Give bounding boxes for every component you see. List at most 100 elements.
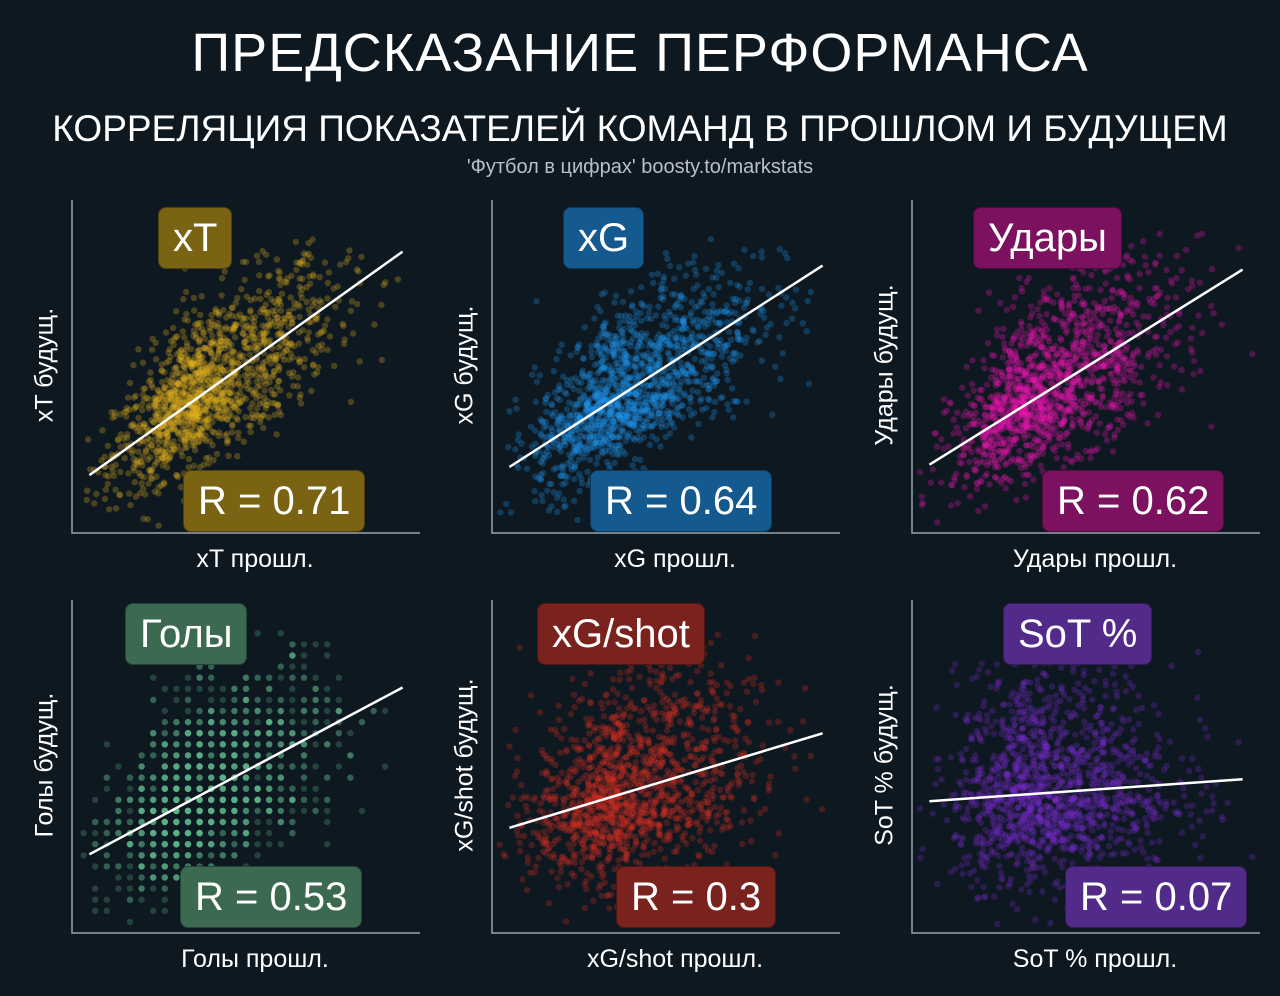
scatter-point <box>236 389 244 397</box>
scatter-point <box>641 395 649 402</box>
scatter-point <box>986 481 993 488</box>
scatter-point <box>161 796 168 803</box>
scatter-point <box>635 388 642 395</box>
scatter-point <box>591 392 598 399</box>
scatter-point <box>232 322 240 329</box>
scatter-point <box>980 401 988 408</box>
scatter-point <box>1141 253 1149 261</box>
scatter-point <box>620 368 627 375</box>
scatter-point <box>200 424 207 431</box>
scatter-point <box>196 807 203 815</box>
scatter-point <box>173 818 180 826</box>
scatter-point <box>215 405 222 412</box>
scatter-point <box>138 829 145 837</box>
scatter-point <box>638 406 646 414</box>
scatter-point <box>599 394 606 401</box>
scatter-point <box>274 296 282 303</box>
scatter-point <box>597 307 604 315</box>
scatter-point <box>1064 429 1071 436</box>
scatter-point <box>1078 403 1086 410</box>
scatter-point <box>1114 330 1121 338</box>
scatter-point <box>227 325 234 333</box>
scatter-point <box>681 390 688 397</box>
scatter-point <box>204 416 211 423</box>
scatter-point <box>617 338 625 346</box>
scatter-point <box>1113 387 1120 394</box>
scatter-point <box>1062 455 1069 462</box>
scatter-point <box>242 796 250 803</box>
scatter-point <box>1047 373 1054 380</box>
scatter-point <box>698 349 705 356</box>
scatter-point <box>675 386 682 393</box>
scatter-point <box>161 852 168 859</box>
scatter-point <box>231 785 238 792</box>
scatter-point <box>1070 345 1077 352</box>
scatter-point <box>1072 354 1079 362</box>
scatter-point <box>667 396 674 403</box>
scatter-point <box>670 364 677 371</box>
scatter-point <box>229 421 236 428</box>
scatter-point <box>632 390 639 397</box>
scatter-point <box>215 351 222 358</box>
scatter-point <box>242 741 250 748</box>
scatter-point <box>248 410 256 418</box>
scatter-point <box>1051 398 1059 406</box>
scatter-point <box>318 299 325 306</box>
scatter-point <box>130 455 138 463</box>
scatter-point <box>576 401 583 408</box>
scatter-point <box>610 402 617 410</box>
scatter-point <box>970 402 978 409</box>
scatter-point <box>1045 350 1052 358</box>
scatter-point <box>553 464 560 471</box>
scatter-point <box>1007 436 1014 443</box>
scatter-point <box>335 674 342 681</box>
scatter-point <box>998 371 1006 378</box>
scatter-point <box>571 463 579 470</box>
scatter-point <box>594 429 601 436</box>
scatter-point <box>593 433 600 440</box>
scatter-point <box>649 399 656 406</box>
scatter-point <box>605 423 613 430</box>
scatter-point <box>1080 301 1088 309</box>
scatter-point <box>990 428 998 435</box>
scatter-point <box>231 752 238 759</box>
scatter-point <box>1118 417 1125 424</box>
scatter-point <box>268 386 275 394</box>
scatter-point <box>615 363 622 370</box>
scatter-point <box>603 388 610 395</box>
scatter-point <box>1062 371 1070 378</box>
scatter-point <box>565 434 572 441</box>
scatter-point <box>993 461 1000 469</box>
scatter-point <box>594 304 601 311</box>
scatter-point <box>241 338 248 346</box>
scatter-point <box>624 414 631 421</box>
scatter-point <box>1011 359 1018 367</box>
scatter-point <box>277 741 284 748</box>
scatter-point <box>161 907 168 914</box>
scatter-point <box>1027 328 1034 336</box>
scatter-point <box>260 365 267 372</box>
scatter-point <box>638 342 645 350</box>
scatter-point <box>627 326 634 333</box>
scatter-point <box>248 315 255 322</box>
scatter-point <box>266 718 273 726</box>
scatter-point <box>174 429 181 437</box>
scatter-point <box>1020 461 1028 468</box>
scatter-point <box>347 398 355 406</box>
scatter-point <box>213 309 220 317</box>
scatter-point <box>610 350 617 357</box>
scatter-point <box>1069 389 1076 396</box>
scatter-point <box>1031 353 1038 360</box>
scatter-point <box>1116 360 1123 367</box>
scatter-point <box>989 366 996 373</box>
scatter-point <box>219 785 226 792</box>
scatter-point <box>679 402 686 409</box>
scatter-point <box>277 741 284 748</box>
scatter-point <box>659 296 667 303</box>
scatter-point <box>199 428 206 435</box>
scatter-point <box>198 375 205 383</box>
scatter-point <box>1034 305 1041 313</box>
scatter-point <box>497 509 504 516</box>
scatter-point <box>576 428 583 436</box>
scatter-point <box>244 385 252 392</box>
